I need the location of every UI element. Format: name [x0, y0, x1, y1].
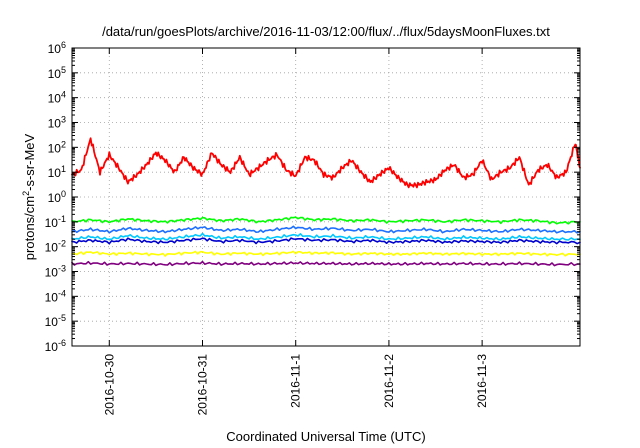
y-tick-label: 106	[48, 40, 66, 56]
axis-ticks	[72, 47, 580, 347]
grid	[72, 48, 580, 346]
series-line	[71, 137, 581, 189]
series-line	[71, 232, 581, 241]
y-tick-label: 100	[48, 189, 66, 205]
y-tick-label: 105	[48, 65, 66, 81]
x-tick-labels: 2016-10-30 2016-10-31 2016-11-1 2016-11-2 20…	[102, 354, 489, 416]
y-tick-label: 10-2	[45, 239, 66, 255]
y-tick-label: 10-3	[45, 264, 66, 280]
y-axis-title-rest: -s-sr-MeV	[22, 133, 37, 190]
y-tick-label: 10-4	[45, 288, 66, 304]
y-axis-title: protons/cm2-s-sr-MeV	[21, 133, 37, 260]
y-axis-title-sup: 2	[21, 191, 31, 196]
chart-title: /data/run/goesPlots/archive/2016-11-03/1…	[102, 24, 550, 39]
x-tick-label: 2016-10-31	[195, 354, 209, 416]
y-tick-label: 10-5	[45, 313, 66, 329]
x-tick-label: 2016-11-3	[475, 354, 489, 408]
series-line	[71, 225, 581, 234]
x-tick-label: 2016-11-2	[382, 354, 396, 408]
y-tick-labels: 10-6 10-5 10-4 10-3 10-2 10-1 100 101 102 103 104 1…	[45, 40, 66, 354]
y-tick-label: 101	[48, 164, 66, 180]
y-tick-label: 102	[48, 139, 66, 155]
x-tick-label: 2016-11-1	[289, 354, 303, 408]
y-tick-label: 10-6	[45, 338, 66, 354]
series-line	[71, 260, 581, 267]
x-tick-label: 2016-10-30	[102, 354, 116, 416]
series-line	[71, 237, 581, 245]
series-line	[71, 216, 581, 225]
series-line	[71, 250, 581, 257]
y-axis-title-base: protons/cm	[22, 196, 37, 260]
y-tick-label: 10-1	[45, 214, 66, 230]
x-axis-title: Coordinated Universal Time (UTC)	[226, 429, 425, 444]
y-tick-label: 104	[48, 90, 66, 106]
series-lines	[71, 137, 581, 267]
y-tick-label: 103	[48, 115, 66, 131]
